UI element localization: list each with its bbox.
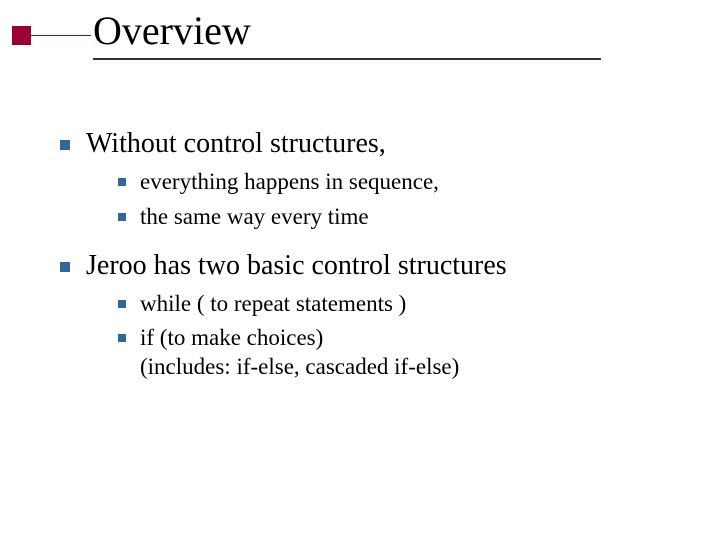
square-bullet-icon <box>118 300 126 308</box>
accent-square-icon <box>12 26 31 45</box>
accent-line <box>31 35 91 36</box>
bullet-level2: the same way every time <box>118 203 660 232</box>
bullet-level2-text: while ( to repeat statements ) <box>140 290 660 319</box>
bullet-level2: everything happens in sequence, <box>118 168 660 197</box>
bullet-level2: if (to make choices)(includes: if-else, … <box>118 324 660 382</box>
square-bullet-icon <box>118 178 126 186</box>
bullet-level1: Without control structures, <box>60 128 660 160</box>
title-wrap: Overview <box>93 8 601 60</box>
bullet-level2-group: everything happens in sequence, the same … <box>118 168 660 232</box>
bullet-level1-text: Without control structures, <box>86 128 660 160</box>
slide-body: Without control structures, everything ha… <box>60 110 660 382</box>
bullet-level1: Jeroo has two basic control structures <box>60 250 660 282</box>
square-bullet-icon <box>60 262 70 272</box>
slide: Overview Without control structures, ever… <box>0 0 720 540</box>
bullet-level2-text: the same way every time <box>140 203 660 232</box>
slide-title: Overview <box>93 8 601 60</box>
square-bullet-icon <box>118 334 126 342</box>
bullet-level1-text: Jeroo has two basic control structures <box>86 250 660 282</box>
square-bullet-icon <box>60 140 70 150</box>
bullet-level2: while ( to repeat statements ) <box>118 290 660 319</box>
bullet-level2-text: if (to make choices)(includes: if-else, … <box>140 324 660 382</box>
bullet-level2-group: while ( to repeat statements ) if (to mak… <box>118 290 660 382</box>
square-bullet-icon <box>118 213 126 221</box>
bullet-level2-text: everything happens in sequence, <box>140 168 660 197</box>
